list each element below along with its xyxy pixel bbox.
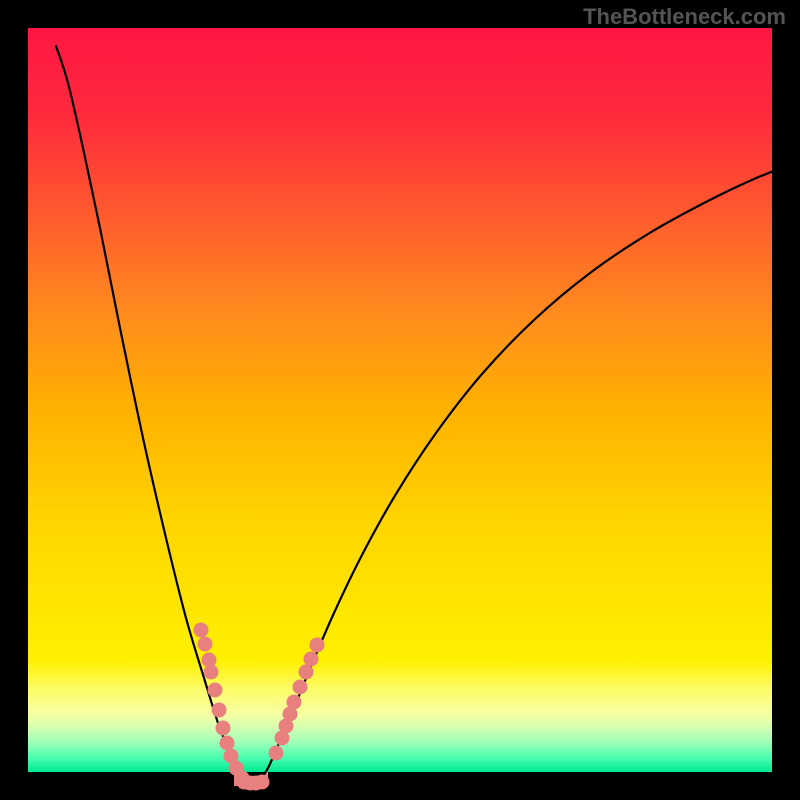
bead-right (310, 638, 324, 652)
bead-left (208, 683, 222, 697)
bead-right (293, 680, 307, 694)
bead-left (194, 623, 208, 637)
left-curve (56, 46, 247, 780)
chart-frame: TheBottleneck.com (0, 0, 800, 800)
bead-left (204, 665, 218, 679)
plot-area (28, 28, 772, 772)
watermark-text: TheBottleneck.com (583, 4, 786, 30)
bead-left (216, 721, 230, 735)
bead-right (299, 665, 313, 679)
bead-left (220, 736, 234, 750)
bead-right (287, 695, 301, 709)
curve-layer (28, 28, 800, 800)
right-curve (260, 161, 800, 780)
bead-bottom (255, 775, 269, 789)
bead-right (304, 652, 318, 666)
bead-left (212, 703, 226, 717)
bead-left (198, 637, 212, 651)
bead-right (269, 746, 283, 760)
